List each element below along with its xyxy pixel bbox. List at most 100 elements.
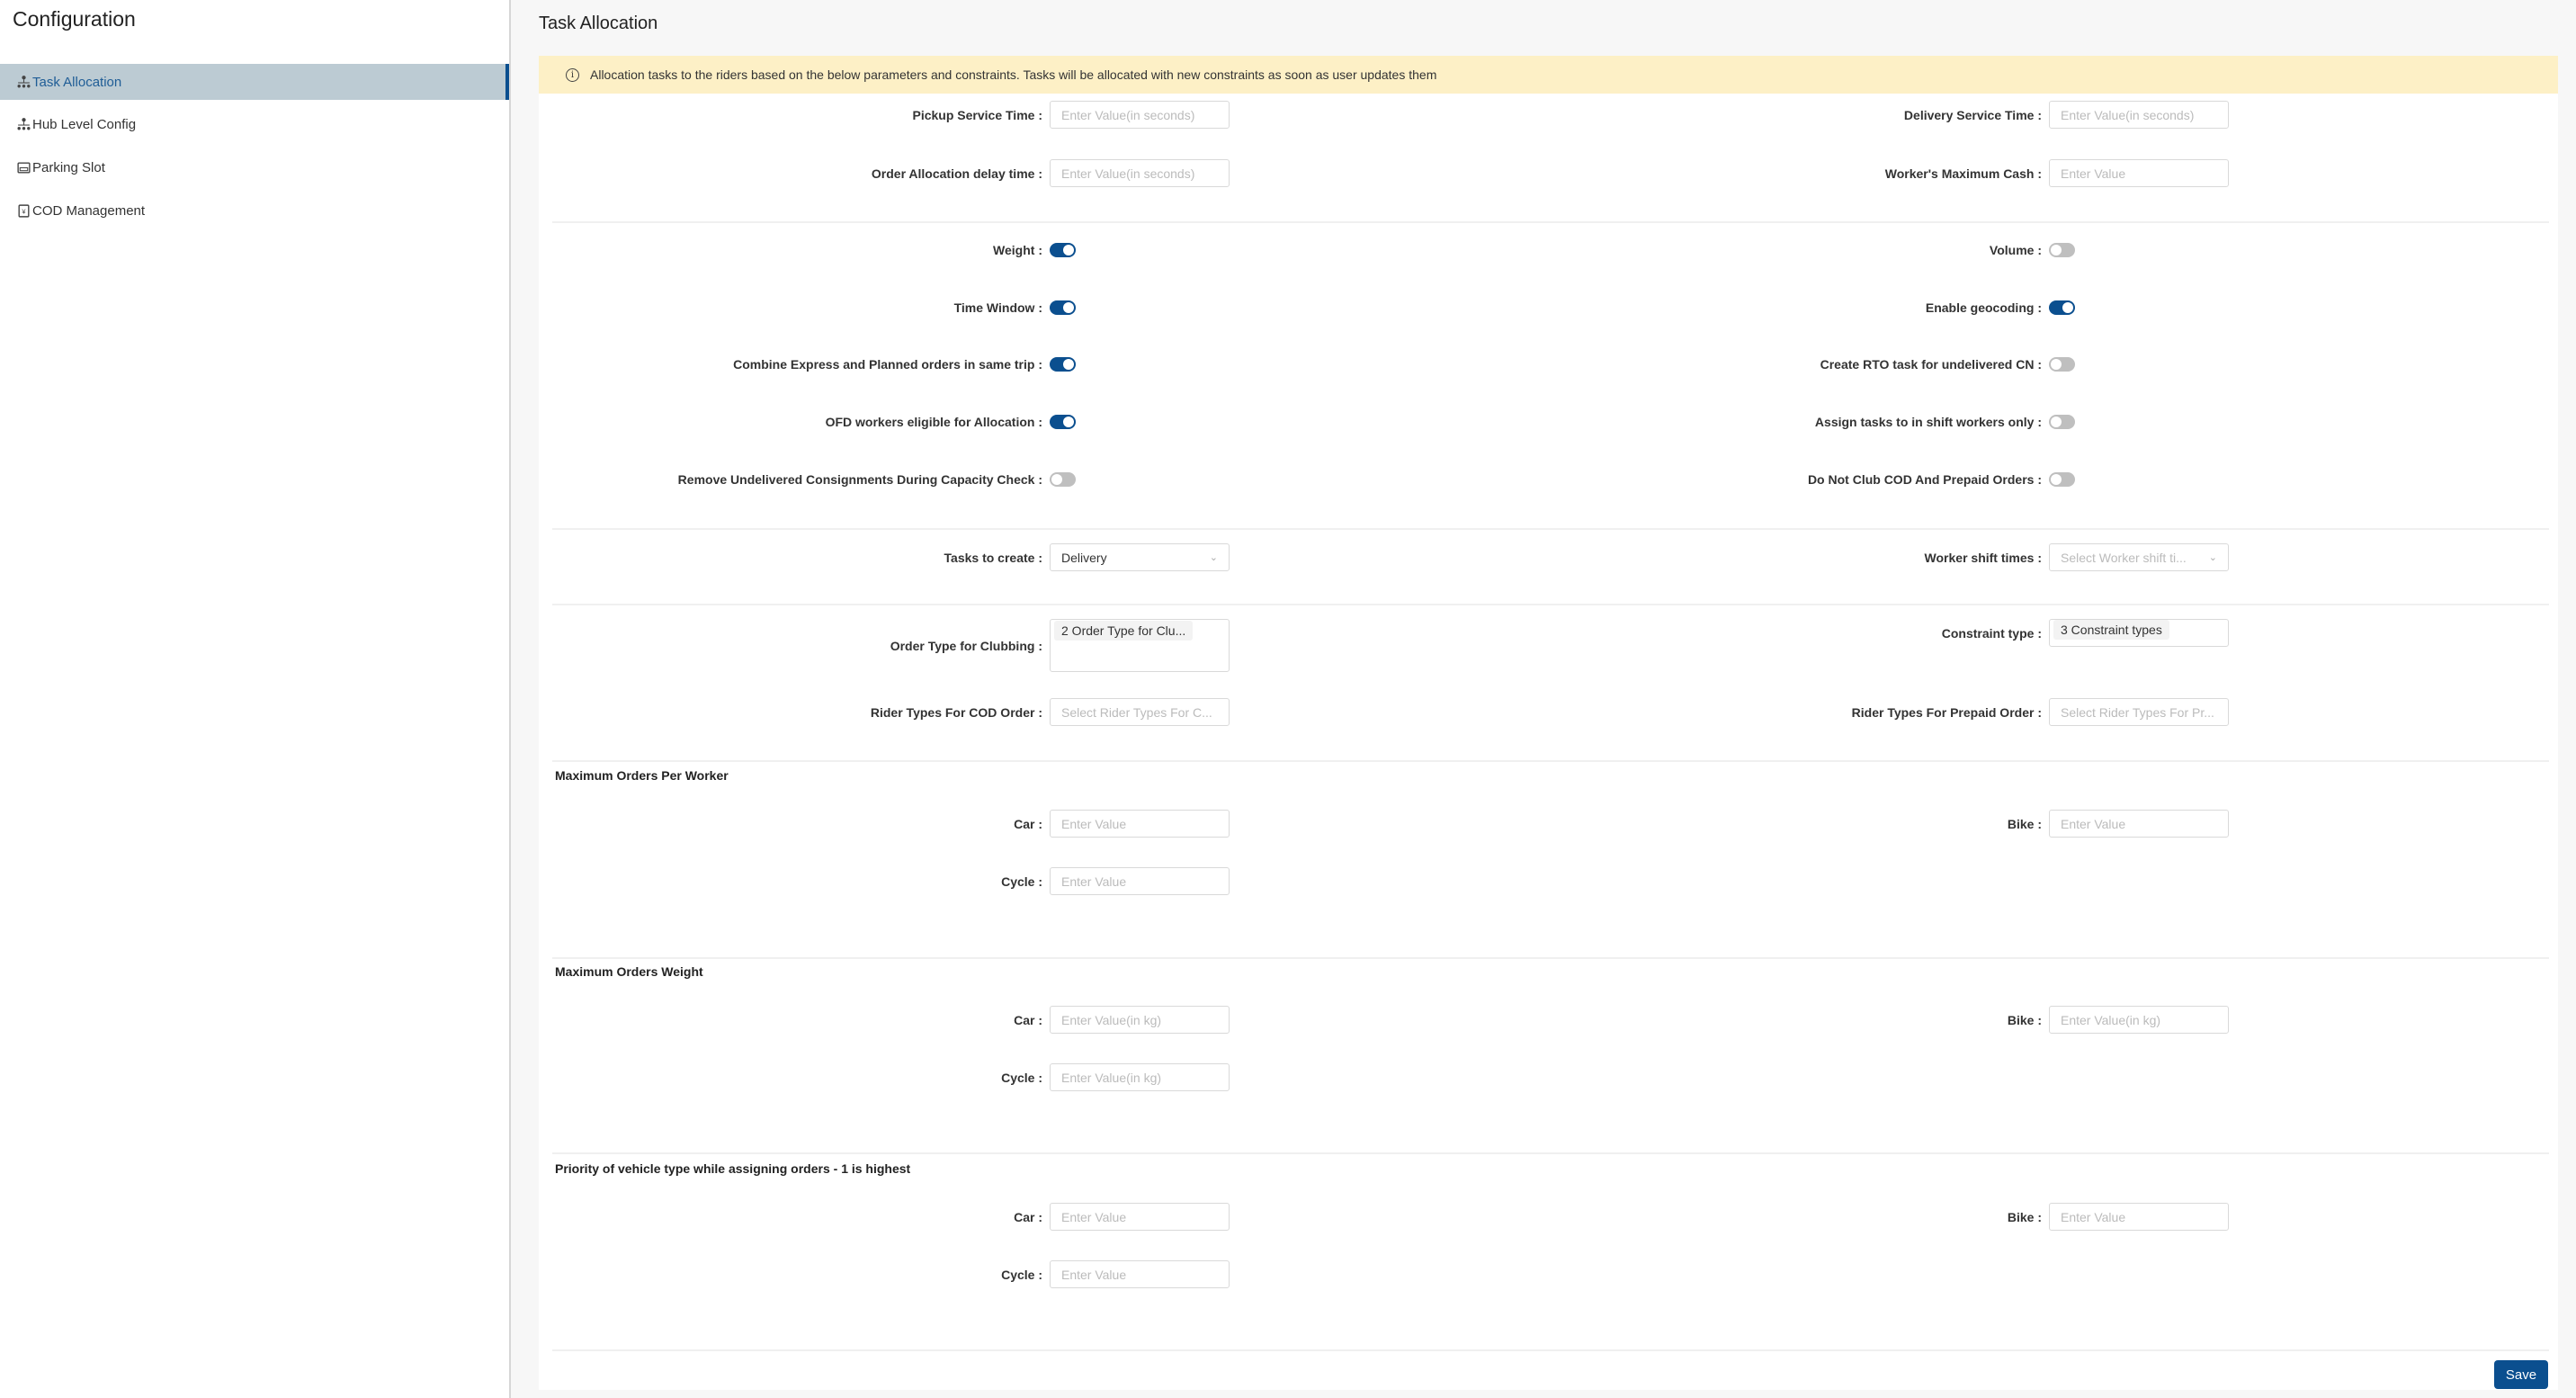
car-label: Car : (1014, 816, 1042, 831)
toggle-label: Combine Express and Planned orders in sa… (733, 357, 1042, 372)
delivery-service-time-input[interactable]: Enter Value(in seconds) (2049, 101, 2229, 129)
cycle-label: Cycle : (1001, 1070, 1042, 1085)
cycle-label: Cycle : (1001, 1267, 1042, 1282)
toggle-label: Assign tasks to in shift workers only : (1814, 415, 2042, 429)
toggle-label: Volume : (1989, 243, 2042, 257)
pickup-service-time-field: Pickup Service Time : Enter Value(in seco… (913, 101, 1230, 129)
toggle-switch[interactable] (1050, 415, 1076, 429)
worker-max-cash-label: Worker's Maximum Cash : (1884, 166, 2042, 181)
order-allocation-delay-field: Order Allocation delay time : Enter Value… (872, 159, 1230, 187)
toggle-field: Assign tasks to in shift workers only : (1815, 415, 2075, 429)
car-field: Car : Enter Value (1014, 810, 1230, 838)
sidebar-item-label: Parking Slot (32, 159, 105, 175)
worker-shift-times-label: Worker shift times : (1924, 550, 2042, 565)
toggle-switch[interactable] (1050, 243, 1076, 257)
sidebar: Configuration Task Allocation Hub Level … (0, 0, 511, 1398)
constraint-type-field: Constraint type : 3 Constraint types (1942, 619, 2229, 647)
banner-text: Allocation tasks to the riders based on … (590, 67, 1437, 82)
worker-max-cash-input[interactable]: Enter Value (2049, 159, 2229, 187)
toggle-label: Remove Undelivered Consignments During C… (677, 472, 1042, 487)
toggle-label: Time Window : (953, 300, 1042, 315)
rider-types-prepaid-field: Rider Types For Prepaid Order : Select Ri… (1852, 698, 2229, 726)
section-title: Priority of vehicle type while assigning… (555, 1161, 911, 1176)
order-allocation-delay-input[interactable]: Enter Value(in seconds) (1050, 159, 1230, 187)
info-banner: i Allocation tasks to the riders based o… (539, 56, 2558, 94)
car-input[interactable]: Enter Value (1050, 810, 1230, 838)
toggle-field: Enable geocoding : (1926, 300, 2075, 315)
sidebar-item-parking-slot[interactable]: Parking Slot (0, 149, 509, 185)
rider-types-cod-label: Rider Types For COD Order : (870, 704, 1042, 720)
toggle-switch[interactable] (1050, 357, 1076, 372)
rider-types-prepaid-label: Rider Types For Prepaid Order : (1851, 704, 2042, 720)
car-label: Car : (1014, 1012, 1042, 1027)
toggle-switch[interactable] (2049, 243, 2075, 257)
toggle-switch[interactable] (2049, 357, 2075, 372)
car-field: Car : Enter Value (1014, 1203, 1230, 1231)
cod-icon: ¥ (18, 203, 30, 218)
page-title: Task Allocation (539, 13, 658, 33)
bike-input[interactable]: Enter Value (2049, 1203, 2229, 1231)
cycle-input[interactable]: Enter Value(in kg) (1050, 1063, 1230, 1091)
placeholder: Select Worker shift ti... (2061, 550, 2187, 565)
constraint-type-select[interactable]: 3 Constraint types (2049, 619, 2229, 647)
svg-text:¥: ¥ (22, 207, 26, 215)
tasks-to-create-select[interactable]: Delivery ⌄ (1050, 543, 1230, 571)
delivery-service-time-field: Delivery Service Time : Enter Value(in se… (1904, 101, 2229, 129)
constraint-type-label: Constraint type : (1941, 625, 2042, 641)
save-button[interactable]: Save (2494, 1360, 2548, 1389)
toggle-switch[interactable] (1050, 472, 1076, 487)
toggle-switch[interactable] (2049, 472, 2075, 487)
order-allocation-delay-label: Order Allocation delay time : (871, 166, 1042, 181)
sidebar-item-hub-level-config[interactable]: Hub Level Config (0, 106, 509, 142)
chevron-down-icon: ⌄ (1209, 552, 1218, 563)
cycle-input[interactable]: Enter Value (1050, 1260, 1230, 1288)
divider (552, 1349, 2549, 1351)
selected-value: Delivery (1061, 550, 1107, 565)
car-input[interactable]: Enter Value (1050, 1203, 1230, 1231)
selected-tag: 3 Constraint types (2053, 620, 2169, 640)
order-type-clubbing-select[interactable]: 2 Order Type for Clu... (1050, 619, 1230, 672)
section-title: Maximum Orders Weight (555, 964, 703, 979)
selected-tag: 2 Order Type for Clu... (1054, 621, 1194, 641)
bike-label: Bike : (2007, 1209, 2042, 1224)
bike-field: Bike : Enter Value (2008, 1203, 2229, 1231)
delivery-service-time-label: Delivery Service Time : (1903, 107, 2042, 122)
settings-card (539, 94, 2558, 1390)
worker-shift-times-select[interactable]: Select Worker shift ti... ⌄ (2049, 543, 2229, 571)
org-chart-icon (17, 117, 31, 130)
pickup-service-time-input[interactable]: Enter Value(in seconds) (1050, 101, 1230, 129)
sidebar-item-cod-management[interactable]: ¥ COD Management (0, 193, 509, 229)
divider (552, 760, 2549, 762)
toggle-label: Enable geocoding : (1925, 300, 2042, 315)
worker-shift-times-field: Worker shift times : Select Worker shift … (1925, 543, 2229, 571)
cycle-field: Cycle : Enter Value (1001, 1260, 1230, 1288)
section-title: Maximum Orders Per Worker (555, 768, 729, 783)
pickup-service-time-label: Pickup Service Time : (912, 107, 1043, 122)
sidebar-item-task-allocation[interactable]: Task Allocation (0, 64, 509, 100)
divider (552, 221, 2549, 223)
bike-input[interactable]: Enter Value(in kg) (2049, 1006, 2229, 1034)
chevron-down-icon: ⌄ (2208, 552, 2217, 563)
toggle-switch[interactable] (2049, 415, 2075, 429)
toggle-label: Do Not Club COD And Prepaid Orders : (1807, 472, 2042, 487)
order-type-clubbing-label: Order Type for Clubbing : (890, 638, 1042, 653)
org-chart-icon (17, 75, 31, 87)
bike-input[interactable]: Enter Value (2049, 810, 2229, 838)
toggle-switch[interactable] (2049, 300, 2075, 315)
cycle-input[interactable]: Enter Value (1050, 867, 1230, 895)
bike-field: Bike : Enter Value(in kg) (2008, 1006, 2229, 1034)
cycle-field: Cycle : Enter Value (1001, 867, 1230, 895)
toggle-field: OFD workers eligible for Allocation : (826, 415, 1076, 429)
toggle-switch[interactable] (1050, 300, 1076, 315)
divider (552, 957, 2549, 959)
rider-types-cod-select[interactable]: Select Rider Types For C... (1050, 698, 1230, 726)
toggle-label: Weight : (993, 243, 1042, 257)
cycle-label: Cycle : (1001, 874, 1042, 889)
toggle-field: Combine Express and Planned orders in sa… (733, 357, 1076, 372)
toggle-field: Create RTO task for undelivered CN : (1820, 357, 2075, 372)
toggle-field: Remove Undelivered Consignments During C… (678, 472, 1076, 487)
worker-max-cash-field: Worker's Maximum Cash : Enter Value (1885, 159, 2229, 187)
car-input[interactable]: Enter Value(in kg) (1050, 1006, 1230, 1034)
rider-types-prepaid-select[interactable]: Select Rider Types For Pr... (2049, 698, 2229, 726)
toggle-field: Time Window : (954, 300, 1076, 315)
